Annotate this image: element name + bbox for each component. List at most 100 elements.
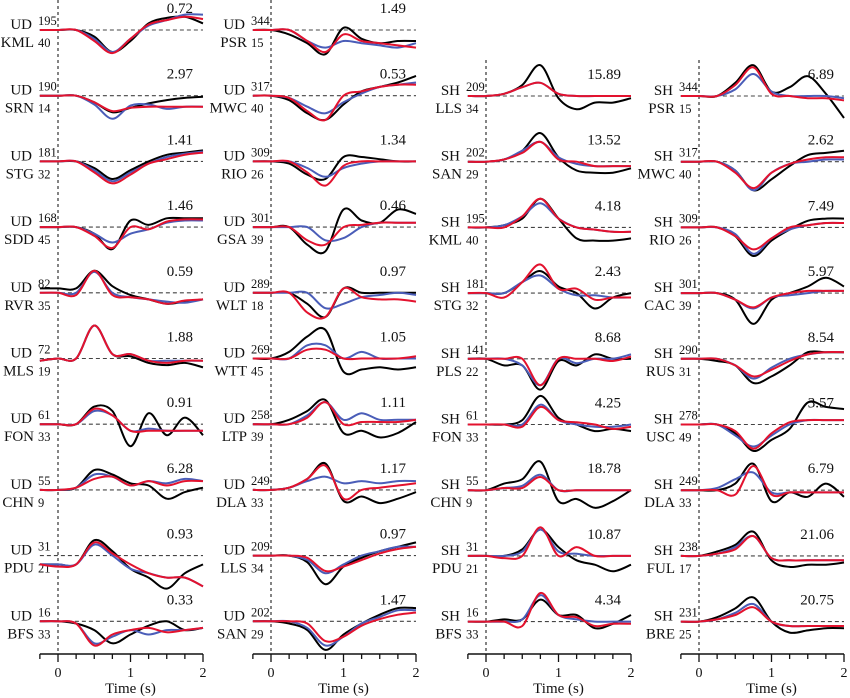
red-waveform [252, 464, 417, 501]
distance-label: 15 [251, 36, 264, 50]
amplitude-label: 1.34 [380, 132, 407, 148]
x-axis-title: Time (s) [105, 681, 156, 697]
azimuth-label: 168 [38, 211, 57, 225]
trace-panel-kml-sh: SH KML 195 40 4.18 [429, 197, 632, 248]
azimuth-label: 190 [38, 80, 57, 94]
distance-label: 26 [679, 233, 692, 247]
station-label: RVR [4, 298, 34, 314]
station-label: MWC [638, 167, 676, 183]
station-label: MLS [3, 364, 34, 380]
station-label: SAN [432, 167, 462, 183]
azimuth-label: 31 [466, 540, 479, 554]
blue-waveform [467, 81, 631, 98]
distance-label: 15 [679, 102, 692, 116]
trace-panel-rvr-ud: UD RVR 82 35 0.59 [4, 264, 204, 314]
distance-label: 33 [466, 431, 479, 445]
red-waveform [252, 401, 417, 427]
amplitude-label: 21.06 [800, 527, 834, 543]
amplitude-label: 8.68 [595, 330, 621, 346]
component-label: SH [441, 412, 460, 428]
trace-panel-rio-sh: SH RIO 309 26 7.49 [649, 198, 845, 257]
component-label: UD [223, 83, 245, 99]
amplitude-label: 7.49 [808, 198, 834, 214]
station-label: BRE [646, 627, 675, 643]
red-waveform [252, 545, 417, 573]
distance-label: 39 [679, 299, 692, 313]
trace-panel-psr-sh: SH PSR 344 15 6.89 [648, 64, 845, 119]
distance-label: 18 [251, 299, 264, 313]
trace-panel-wlt-ud: UD WLT 289 18 0.97 [216, 264, 417, 320]
trace-panel-dla-sh: SH DLA 249 33 6.79 [644, 461, 845, 511]
red-waveform [680, 606, 844, 628]
tick-label: 0 [55, 666, 62, 681]
red-waveform [252, 611, 417, 643]
station-label: PLS [436, 364, 462, 380]
station-label: PDU [4, 561, 34, 577]
amplitude-label: 1.17 [380, 461, 407, 477]
component-label: UD [223, 280, 245, 296]
amplitude-label: 0.59 [167, 264, 193, 280]
azimuth-label: 195 [38, 14, 57, 28]
distance-label: 34 [466, 102, 479, 116]
amplitude-label: 1.05 [380, 330, 406, 346]
azimuth-label: 258 [251, 408, 270, 422]
azimuth-label: 16 [466, 606, 479, 620]
component-label: SH [441, 149, 460, 165]
component-label: UD [10, 411, 32, 427]
station-label: RIO [649, 232, 675, 248]
component-label: UD [223, 214, 245, 230]
azimuth-label: 269 [251, 343, 270, 357]
amplitude-label: 6.89 [808, 67, 834, 83]
amplitude-label: 20.75 [800, 593, 834, 609]
station-label: PSR [220, 35, 247, 51]
trace-panel-san-sh: SH SAN 202 29 13.52 [432, 132, 632, 183]
station-label: STG [434, 298, 463, 314]
component-label: SH [654, 543, 673, 559]
x-axis: 0 1 2 Time (s) [467, 653, 635, 697]
azimuth-label: 317 [251, 80, 270, 94]
red-waveform [467, 355, 632, 387]
black-waveform [252, 26, 417, 56]
component-label: SH [441, 214, 460, 230]
azimuth-label: 181 [38, 145, 57, 159]
azimuth-label: 344 [679, 80, 699, 94]
red-waveform [39, 541, 204, 588]
black-waveform [680, 276, 845, 325]
amplitude-label: 1.47 [380, 592, 407, 608]
component-label: UD [10, 214, 32, 230]
red-waveform [680, 221, 845, 251]
trace-panel-psr-ud: UD PSR 344 15 1.49 [220, 1, 417, 56]
azimuth-label: 202 [466, 146, 485, 160]
black-waveform [252, 207, 417, 255]
red-waveform [39, 475, 204, 492]
tick-label: 0 [696, 666, 703, 681]
trace-panel-bfs-sh: SH BFS 16 33 4.34 [435, 592, 632, 643]
red-waveform [39, 94, 203, 113]
amplitude-label: 2.97 [167, 67, 194, 83]
station-label: SDD [4, 232, 34, 248]
component-label: UD [223, 411, 245, 427]
red-waveform [252, 347, 417, 361]
component-label: SH [441, 609, 460, 625]
amplitude-label: 1.49 [380, 1, 406, 17]
tick-label: 2 [628, 666, 635, 681]
station-label: FUL [647, 561, 675, 577]
red-waveform [252, 28, 417, 54]
trace-panel-bre-sh: SH BRE 231 25 20.75 [646, 593, 845, 643]
station-label: MWC [210, 101, 248, 117]
amplitude-label: 0.97 [380, 264, 407, 280]
distance-label: 17 [679, 562, 692, 576]
x-axis: 0 1 2 Time (s) [680, 653, 848, 697]
distance-label: 33 [251, 496, 264, 510]
distance-label: 40 [466, 233, 479, 247]
station-label: BFS [7, 626, 34, 642]
amplitude-label: 13.52 [587, 133, 621, 149]
tick-label: 0 [483, 666, 490, 681]
x-axis-title: Time (s) [318, 681, 369, 697]
distance-label: 32 [38, 167, 51, 181]
red-waveform [39, 620, 204, 647]
distance-label: 49 [679, 431, 692, 445]
station-label: PSR [648, 101, 675, 117]
